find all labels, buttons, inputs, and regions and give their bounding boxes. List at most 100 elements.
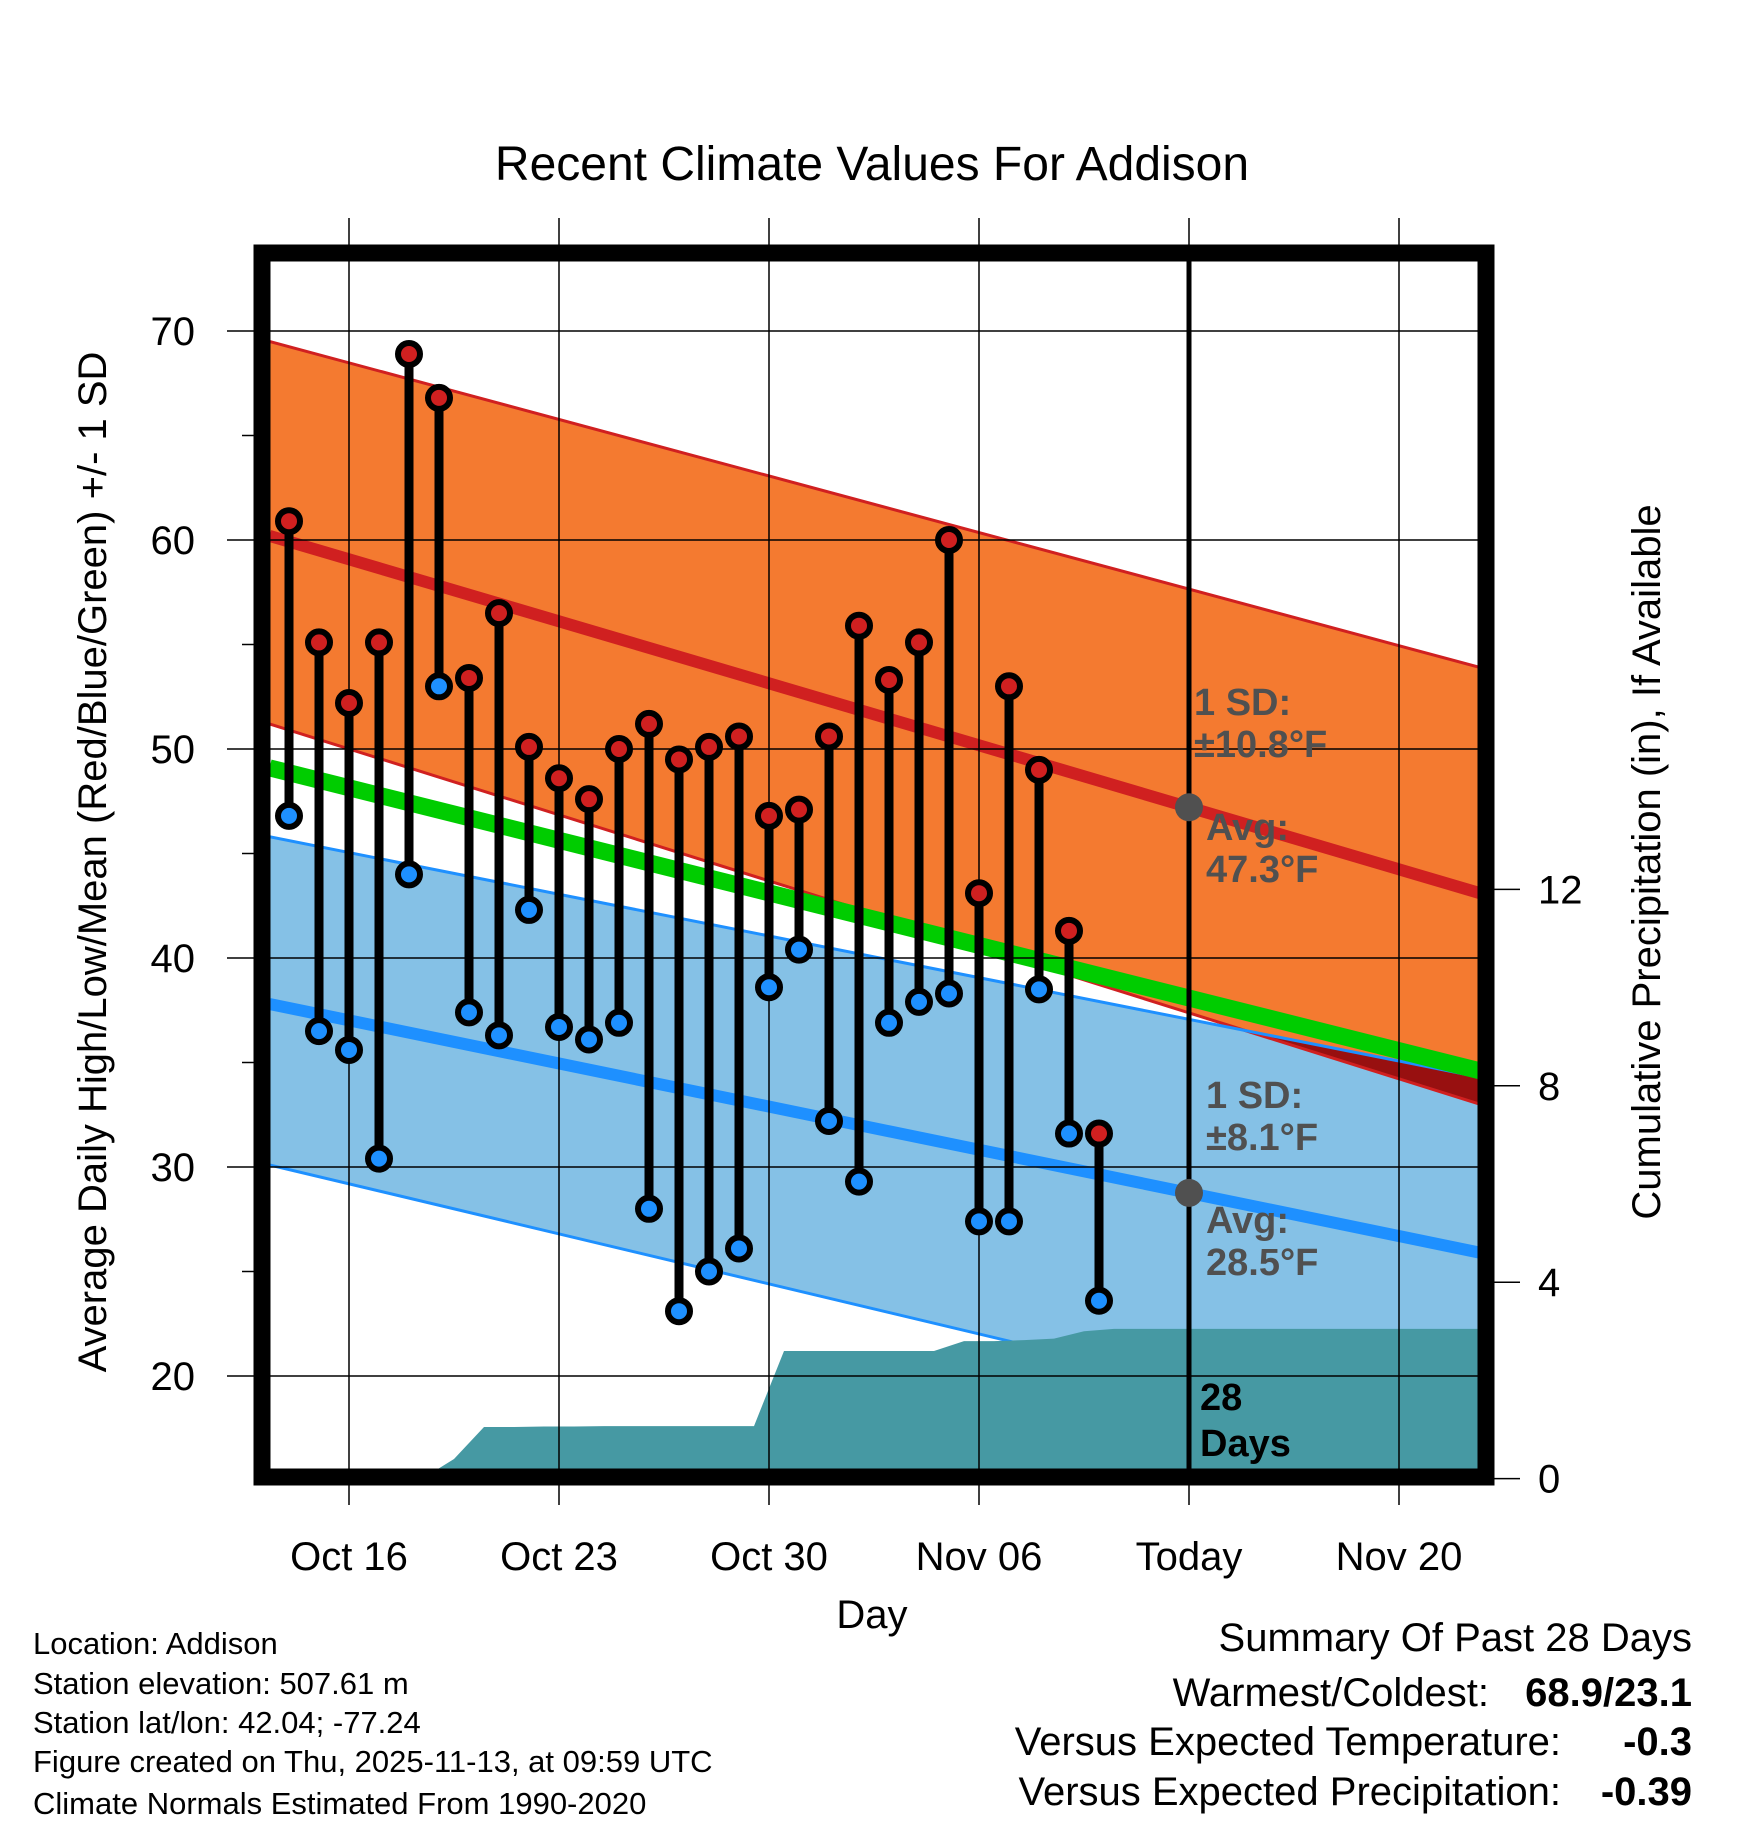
high-sd-value: ±10.8°F xyxy=(1194,724,1327,766)
daily-low-point xyxy=(545,1012,573,1041)
daily-low-point xyxy=(515,895,543,924)
warm-cold-label: Warmest/Coldest: xyxy=(1173,1671,1489,1715)
high-avg-label: Avg: xyxy=(1206,807,1289,849)
daily-low-point xyxy=(485,1021,513,1050)
low-avg-label: Avg: xyxy=(1206,1200,1289,1242)
daily-low-point xyxy=(275,801,303,830)
daily-high-point xyxy=(275,507,303,536)
y2-tick-label: 0 xyxy=(1538,1458,1560,1502)
daily-low-point xyxy=(1055,1119,1083,1148)
daily-high-point xyxy=(575,785,603,814)
daily-high-point xyxy=(425,383,453,412)
y2-tick-label: 8 xyxy=(1538,1065,1560,1109)
annotations: 1 SD: ±10.8°F Avg: 47.3°F 1 SD: ±8.1°F A… xyxy=(1194,682,1327,1465)
daily-low-point xyxy=(665,1297,693,1326)
high-upper-sd-line xyxy=(269,340,1479,669)
x-tick-label: Nov 06 xyxy=(916,1535,1043,1579)
x-tick-label: Oct 16 xyxy=(290,1535,408,1579)
temp-anomaly-value: -0.3 xyxy=(1623,1720,1692,1764)
high-normal-line xyxy=(269,530,1479,899)
daily-high-point xyxy=(395,339,423,368)
daily-high-point xyxy=(875,666,903,695)
daily-high-point xyxy=(665,745,693,774)
low-sd-label: 1 SD: xyxy=(1206,1075,1303,1117)
daily-high-point xyxy=(605,735,633,763)
daily-low-point xyxy=(575,1025,603,1054)
y2-tick-label: 12 xyxy=(1538,868,1583,912)
daily-high-point xyxy=(1055,916,1083,945)
daily-high-point xyxy=(1025,755,1053,784)
days-word: Days xyxy=(1200,1423,1291,1465)
daily-high-point xyxy=(995,672,1023,701)
plot-area xyxy=(227,218,1479,1505)
plot-frame xyxy=(253,244,1495,1486)
low-normal-line xyxy=(269,998,1479,1259)
daily-low-point xyxy=(605,1008,633,1037)
x-tick-label: Nov 20 xyxy=(1336,1535,1463,1579)
daily-high-point xyxy=(965,879,993,908)
y-tick-label: 50 xyxy=(151,728,196,772)
y2-axis-label: Cumulative Precipitation (in), If Availa… xyxy=(1625,504,1669,1219)
daily-high-point xyxy=(1085,1119,1113,1148)
y-tick-label: 60 xyxy=(151,519,196,563)
daily-high-point xyxy=(455,663,483,692)
y-axis-label: Average Daily High/Low/Mean (Red/Blue/Gr… xyxy=(71,352,115,1373)
daily-high-point xyxy=(695,732,723,761)
precip-anomaly-label: Versus Expected Precipitation: xyxy=(1018,1770,1561,1814)
daily-high-point xyxy=(635,709,663,738)
daily-high-point xyxy=(725,722,753,751)
daily-high-point xyxy=(905,628,933,657)
today-low-avg-marker xyxy=(1175,1178,1203,1207)
plot-content xyxy=(269,340,1479,1479)
temp-anomaly-label: Versus Expected Temperature: xyxy=(1015,1720,1561,1764)
x-tick-label: Oct 30 xyxy=(710,1535,828,1579)
y2-tick-label: 4 xyxy=(1538,1261,1560,1305)
elevation-text: Station elevation: 507.61 m xyxy=(33,1666,409,1701)
daily-low-point xyxy=(305,1017,333,1046)
station-info: Location: Addison Station elevation: 507… xyxy=(33,1626,713,1821)
x-axis-label: Day xyxy=(836,1593,907,1637)
daily-low-point xyxy=(785,935,813,964)
daily-low-point xyxy=(965,1207,993,1236)
summary: Summary Of Past 28 Days Warmest/Coldest:… xyxy=(1015,1616,1692,1814)
daily-high-point xyxy=(935,526,963,554)
daily-high-point xyxy=(335,689,363,718)
daily-low-point xyxy=(335,1035,363,1064)
daily-low-point xyxy=(935,979,963,1008)
x-tick-label: Today xyxy=(1136,1535,1243,1579)
high-normal-band xyxy=(269,341,1479,1104)
daily-low-point xyxy=(815,1107,843,1136)
today-high-avg-marker xyxy=(1175,793,1203,822)
daily-low-point xyxy=(995,1207,1023,1236)
high-sd-label: 1 SD: xyxy=(1194,682,1291,724)
normals-text: Climate Normals Estimated From 1990-2020 xyxy=(33,1786,646,1821)
days-count: 28 xyxy=(1200,1377,1242,1419)
latlon-text: Station lat/lon: 42.04; -77.24 xyxy=(33,1705,421,1740)
daily-high-point xyxy=(365,628,393,657)
daily-low-point xyxy=(755,973,783,1002)
daily-low-point xyxy=(1085,1286,1113,1315)
daily-low-point xyxy=(425,672,453,701)
low-sd-value: ±8.1°F xyxy=(1206,1117,1318,1159)
created-text: Figure created on Thu, 2025-11-13, at 09… xyxy=(33,1744,713,1779)
daily-low-point xyxy=(365,1144,393,1173)
daily-low-point xyxy=(455,998,483,1027)
daily-high-point xyxy=(785,795,813,824)
high-avg-value: 47.3°F xyxy=(1206,849,1318,891)
low-normal-band xyxy=(269,836,1479,1453)
daily-low-point xyxy=(1025,975,1053,1004)
y-tick-label: 40 xyxy=(151,937,196,981)
daily-high-point xyxy=(515,732,543,761)
daily-high-point xyxy=(845,611,873,640)
daily-low-point xyxy=(725,1234,753,1263)
x-tick-label: Oct 23 xyxy=(500,1535,618,1579)
y-tick-label: 70 xyxy=(151,310,196,354)
daily-high-point xyxy=(485,599,513,628)
daily-low-point xyxy=(845,1167,873,1196)
daily-high-point xyxy=(545,764,573,793)
precip-anomaly-value: -0.39 xyxy=(1601,1770,1692,1814)
daily-low-point xyxy=(905,987,933,1016)
precip-area xyxy=(289,1328,1479,1479)
daily-low-point xyxy=(635,1194,663,1223)
